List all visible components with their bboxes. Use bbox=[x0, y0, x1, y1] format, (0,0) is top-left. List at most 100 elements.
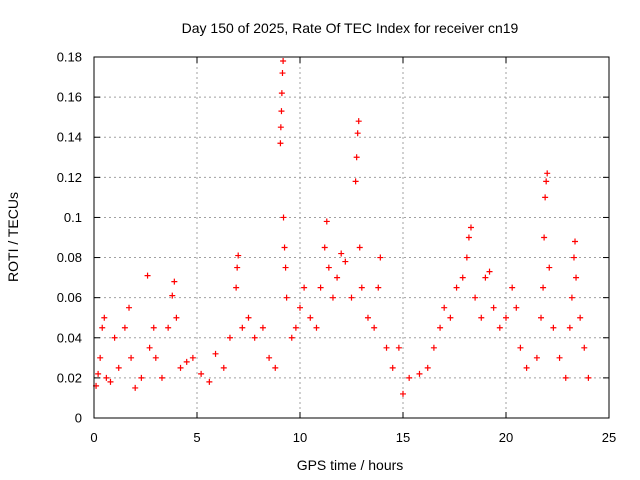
x-tick-label: 20 bbox=[499, 430, 513, 445]
data-point bbox=[278, 108, 285, 115]
data-point bbox=[467, 224, 474, 231]
data-point bbox=[103, 374, 110, 381]
data-point bbox=[395, 344, 402, 351]
y-tick-label: 0 bbox=[75, 411, 82, 426]
data-point bbox=[463, 254, 470, 261]
data-point bbox=[279, 70, 286, 77]
y-tick-label: 0.14 bbox=[57, 130, 82, 145]
data-point bbox=[416, 370, 423, 377]
y-tick-label: 0.06 bbox=[57, 290, 82, 305]
data-point bbox=[95, 370, 102, 377]
data-point bbox=[556, 354, 563, 361]
data-point bbox=[280, 214, 287, 221]
data-point bbox=[239, 324, 246, 331]
y-tick-label: 0.04 bbox=[57, 330, 82, 345]
data-point bbox=[272, 364, 279, 371]
data-point bbox=[282, 264, 289, 271]
data-point bbox=[352, 178, 359, 185]
data-point bbox=[101, 314, 108, 321]
data-point bbox=[441, 304, 448, 311]
x-axis-ticks: 0 5 10 15 20 25 bbox=[90, 57, 616, 445]
y-tick-label: 0.12 bbox=[57, 170, 82, 185]
x-tick-label: 10 bbox=[293, 430, 307, 445]
data-point bbox=[220, 364, 227, 371]
data-point bbox=[158, 374, 165, 381]
data-point bbox=[283, 294, 290, 301]
y-tick-label: 0.02 bbox=[57, 370, 82, 385]
data-point bbox=[541, 234, 548, 241]
data-point bbox=[546, 264, 553, 271]
data-point bbox=[581, 344, 588, 351]
x-tick-label: 5 bbox=[193, 430, 200, 445]
data-point bbox=[424, 364, 431, 371]
y-tick-label: 0.16 bbox=[57, 90, 82, 105]
data-point bbox=[496, 324, 503, 331]
data-point bbox=[198, 370, 205, 377]
data-point bbox=[128, 354, 135, 361]
y-tick-label: 0.1 bbox=[64, 210, 82, 225]
data-point bbox=[356, 244, 363, 251]
y-axis-ticks: 0 0.02 0.04 0.06 0.08 0.1 0.12 0.14 0.16 0.18 bbox=[57, 50, 609, 426]
data-point bbox=[566, 324, 573, 331]
data-point bbox=[568, 294, 575, 301]
data-point bbox=[321, 244, 328, 251]
data-point bbox=[281, 244, 288, 251]
data-point bbox=[490, 304, 497, 311]
data-point bbox=[371, 324, 378, 331]
data-point bbox=[280, 58, 287, 65]
data-point bbox=[482, 274, 489, 281]
data-point bbox=[146, 344, 153, 351]
data-point bbox=[206, 378, 213, 385]
data-point bbox=[235, 252, 242, 259]
data-point bbox=[540, 284, 547, 291]
data-point bbox=[572, 238, 579, 245]
data-point bbox=[111, 334, 118, 341]
data-point bbox=[354, 130, 361, 137]
data-point bbox=[478, 314, 485, 321]
data-point bbox=[313, 324, 320, 331]
data-point bbox=[377, 254, 384, 261]
data-point bbox=[169, 292, 176, 299]
data-point bbox=[517, 344, 524, 351]
x-tick-label: 25 bbox=[602, 430, 616, 445]
data-point bbox=[550, 324, 557, 331]
grid-lines bbox=[94, 57, 609, 418]
data-point bbox=[543, 178, 550, 185]
data-point bbox=[297, 304, 303, 311]
data-point bbox=[107, 378, 114, 385]
data-point bbox=[245, 314, 252, 321]
data-point bbox=[226, 334, 233, 341]
data-point bbox=[389, 364, 396, 371]
data-point bbox=[400, 390, 406, 397]
x-tick-label: 0 bbox=[90, 430, 97, 445]
y-tick-label: 0.18 bbox=[57, 50, 82, 65]
data-point bbox=[173, 314, 180, 321]
data-point bbox=[317, 284, 324, 291]
data-point bbox=[301, 284, 308, 291]
data-point bbox=[165, 324, 172, 331]
data-point bbox=[189, 354, 196, 361]
x-tick-label: 15 bbox=[396, 430, 410, 445]
data-point bbox=[523, 364, 530, 371]
data-point bbox=[234, 264, 241, 271]
data-point bbox=[503, 314, 509, 321]
data-point bbox=[533, 354, 540, 361]
data-point bbox=[307, 314, 314, 321]
data-point bbox=[437, 324, 444, 331]
data-point bbox=[348, 294, 355, 301]
data-point bbox=[538, 314, 545, 321]
data-point bbox=[115, 364, 122, 371]
data-point bbox=[144, 272, 151, 279]
data-point bbox=[278, 90, 285, 97]
data-point bbox=[544, 170, 551, 177]
data-point bbox=[342, 258, 349, 265]
data-point bbox=[355, 118, 362, 125]
data-point bbox=[459, 274, 466, 281]
data-point bbox=[126, 304, 133, 311]
data-point bbox=[585, 374, 592, 381]
data-point bbox=[212, 350, 219, 357]
data-point bbox=[99, 324, 106, 331]
data-point bbox=[364, 314, 371, 321]
x-axis-label: GPS time / hours bbox=[297, 457, 404, 473]
data-point bbox=[472, 294, 479, 301]
